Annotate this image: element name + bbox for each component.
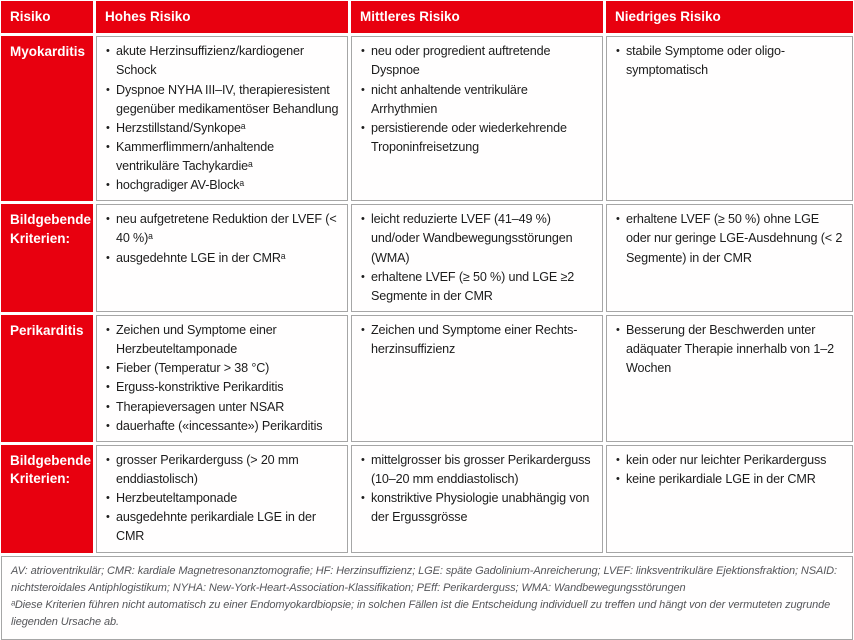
cell-perikarditis-bildgebende-kriterien-low: kein oder nur leichter Perikardergusskei…	[606, 444, 853, 553]
criterion-item: Besserung der Beschwerden unter adäquate…	[614, 321, 844, 378]
criterion-item: Zeichen und Symptome einer Rechts-herzin…	[359, 321, 594, 359]
criteria-list: Zeichen und Symptome einer Rechts-herzin…	[359, 321, 594, 359]
criterion-item: neu oder progredient auftretende Dyspnoe	[359, 42, 594, 80]
criterion-item: stabile Symptome oder oligo-symptomatisc…	[614, 42, 844, 80]
criterion-item: neu aufgetretene Reduktion der LVEF (< 4…	[104, 210, 339, 248]
header-cell-risiko: Risiko	[1, 1, 93, 34]
cell-myokarditis-low: stabile Symptome oder oligo-symptomatisc…	[606, 36, 853, 202]
criterion-item: kein oder nur leichter Perikarderguss	[614, 451, 844, 470]
criterion-item: konstriktive Physiologie unabhängig von …	[359, 489, 594, 527]
criteria-list: Besserung der Beschwerden unter adäquate…	[614, 321, 844, 378]
footnote-line: ᵃDiese Kriterien führen nicht automatisc…	[11, 598, 831, 628]
criterion-item: erhaltene LVEF (≥ 50 %) und LGE ≥2 Segme…	[359, 268, 594, 306]
row-label-myokarditis-bildgebende-kriterien: Bildgebende Kriterien:	[1, 204, 93, 313]
cell-perikarditis-medium: Zeichen und Symptome einer Rechts-herzin…	[351, 315, 603, 442]
cell-perikarditis-bildgebende-kriterien-high: grosser Perikarderguss (> 20 mm enddiast…	[96, 444, 348, 553]
criterion-item: erhaltene LVEF (≥ 50 %) ohne LGE oder nu…	[614, 210, 844, 267]
cell-myokarditis-bildgebende-kriterien-high: neu aufgetretene Reduktion der LVEF (< 4…	[96, 204, 348, 313]
cell-myokarditis-bildgebende-kriterien-low: erhaltene LVEF (≥ 50 %) ohne LGE oder nu…	[606, 204, 853, 313]
cell-myokarditis-bildgebende-kriterien-medium: leicht reduzierte LVEF (41–49 %) und/ode…	[351, 204, 603, 313]
criterion-item: persistierende oder wiederkehrende Tropo…	[359, 119, 594, 157]
criteria-list: leicht reduzierte LVEF (41–49 %) und/ode…	[359, 210, 594, 306]
criterion-item: dauerhafte («incessante») Perikarditis	[104, 417, 339, 436]
risk-stratification-table: Risiko Hohes Risiko Mittleres Risiko Nie…	[1, 1, 853, 553]
criterion-item: akute Herzinsuffizienz/kardiogener Schoc…	[104, 42, 339, 80]
criterion-item: hochgradiger AV-Blockᵃ	[104, 176, 339, 195]
criterion-item: Herzbeuteltamponade	[104, 489, 339, 508]
abbreviations-footnote: AV: atrioventrikulär; CMR: kardiale Magn…	[1, 555, 853, 640]
cell-perikarditis-high: Zeichen und Symptome einer Herzbeuteltam…	[96, 315, 348, 442]
criterion-item: grosser Perikarderguss (> 20 mm enddiast…	[104, 451, 339, 489]
row-label-perikarditis-bildgebende-kriterien: Bildgebende Kriterien:	[1, 444, 93, 553]
criterion-item: Dyspnoe NYHA III–IV, therapieresistent g…	[104, 81, 339, 119]
header-cell-niedriges-risiko: Niedriges Risiko	[606, 1, 853, 34]
criterion-item: Kammerflimmern/anhaltende ventrikuläre T…	[104, 138, 339, 176]
criterion-item: keine perikardiale LGE in der CMR	[614, 470, 844, 489]
criterion-item: Erguss-konstriktive Perikarditis	[104, 378, 339, 397]
footnote-line: AV: atrioventrikulär; CMR: kardiale Magn…	[11, 564, 837, 594]
criterion-item: leicht reduzierte LVEF (41–49 %) und/ode…	[359, 210, 594, 267]
criterion-item: Herzstillstand/Synkopeᵃ	[104, 119, 339, 138]
row-label-myokarditis: Myokarditis	[1, 36, 93, 202]
cell-perikarditis-bildgebende-kriterien-medium: mittelgrosser bis grosser Perikarderguss…	[351, 444, 603, 553]
criterion-item: Therapieversagen unter NSAR	[104, 398, 339, 417]
header-cell-mittleres-risiko: Mittleres Risiko	[351, 1, 603, 34]
criterion-item: nicht anhaltende ventrikuläre Arrhythmie…	[359, 81, 594, 119]
criteria-list: kein oder nur leichter Perikardergusskei…	[614, 451, 844, 489]
cell-perikarditis-low: Besserung der Beschwerden unter adäquate…	[606, 315, 853, 442]
criteria-list: grosser Perikarderguss (> 20 mm enddiast…	[104, 451, 339, 547]
criteria-list: Zeichen und Symptome einer Herzbeuteltam…	[104, 321, 339, 436]
criterion-item: mittelgrosser bis grosser Perikarderguss…	[359, 451, 594, 489]
cell-myokarditis-medium: neu oder progredient auftretende Dyspnoe…	[351, 36, 603, 202]
criteria-list: neu aufgetretene Reduktion der LVEF (< 4…	[104, 210, 339, 267]
criteria-list: akute Herzinsuffizienz/kardiogener Schoc…	[104, 42, 339, 195]
cell-myokarditis-high: akute Herzinsuffizienz/kardiogener Schoc…	[96, 36, 348, 202]
criterion-item: Zeichen und Symptome einer Herzbeuteltam…	[104, 321, 339, 359]
criteria-list: erhaltene LVEF (≥ 50 %) ohne LGE oder nu…	[614, 210, 844, 267]
criterion-item: Fieber (Temperatur > 38 °C)	[104, 359, 339, 378]
row-label-perikarditis: Perikarditis	[1, 315, 93, 442]
header-cell-hohes-risiko: Hohes Risiko	[96, 1, 348, 34]
criterion-item: ausgedehnte perikardiale LGE in der CMR	[104, 508, 339, 546]
criterion-item: ausgedehnte LGE in der CMRᵃ	[104, 249, 339, 268]
criteria-list: stabile Symptome oder oligo-symptomatisc…	[614, 42, 844, 80]
criteria-list: neu oder progredient auftretende Dyspnoe…	[359, 42, 594, 157]
criteria-list: mittelgrosser bis grosser Perikarderguss…	[359, 451, 594, 528]
